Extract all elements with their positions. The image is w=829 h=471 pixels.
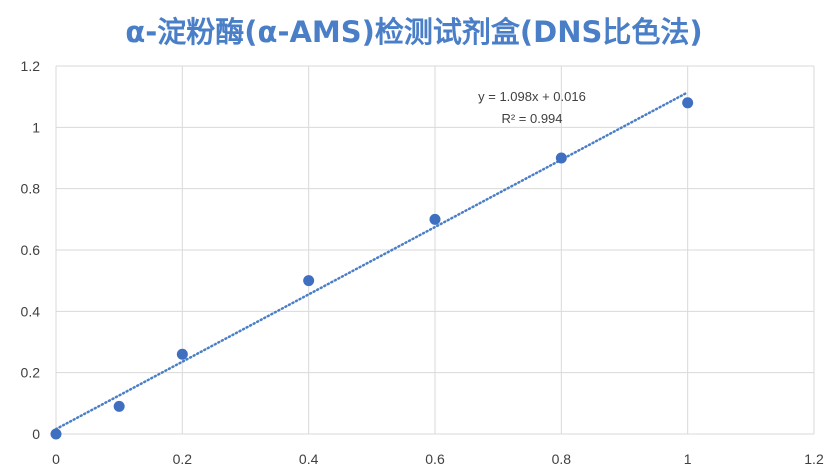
x-tick-label: 0.4	[299, 451, 319, 467]
y-tick-label: 0.2	[21, 365, 41, 381]
x-tick-label: 0.2	[173, 451, 193, 467]
data-point	[303, 275, 315, 287]
data-point	[682, 97, 694, 109]
x-tick-label: 1.2	[804, 451, 824, 467]
trendline-group	[54, 91, 689, 431]
x-tick-label: 0.6	[425, 451, 445, 467]
data-point	[555, 152, 567, 164]
y-tick-label: 0	[32, 426, 40, 442]
data-point	[176, 348, 188, 360]
data-point	[429, 213, 441, 225]
y-tick-label: 0.6	[21, 242, 41, 258]
data-points	[50, 97, 694, 440]
trendline-r-squared: R² = 0.994	[501, 111, 562, 126]
chart-title: α-淀粉酶(α-AMS)检测试剂盒(DNS比色法)	[125, 15, 702, 49]
y-tick-label: 1	[32, 119, 40, 135]
y-tick-label: 0.4	[21, 303, 41, 319]
trendline-equation: y = 1.098x + 0.016	[478, 89, 586, 104]
y-axis-ticks: 0 0.2 0.4 0.6 0.8 1 1.2	[21, 58, 41, 442]
data-point	[50, 428, 62, 440]
data-point	[113, 400, 125, 412]
y-tick-label: 0.8	[21, 181, 41, 197]
grid-lines	[55, 65, 815, 435]
trendline	[54, 91, 689, 431]
x-tick-label: 0.8	[552, 451, 572, 467]
x-tick-label: 1	[684, 451, 692, 467]
x-tick-label: 0	[52, 451, 60, 467]
y-tick-label: 1.2	[21, 58, 41, 74]
x-axis-ticks: 0 0.2 0.4 0.6 0.8 1 1.2	[52, 451, 824, 467]
